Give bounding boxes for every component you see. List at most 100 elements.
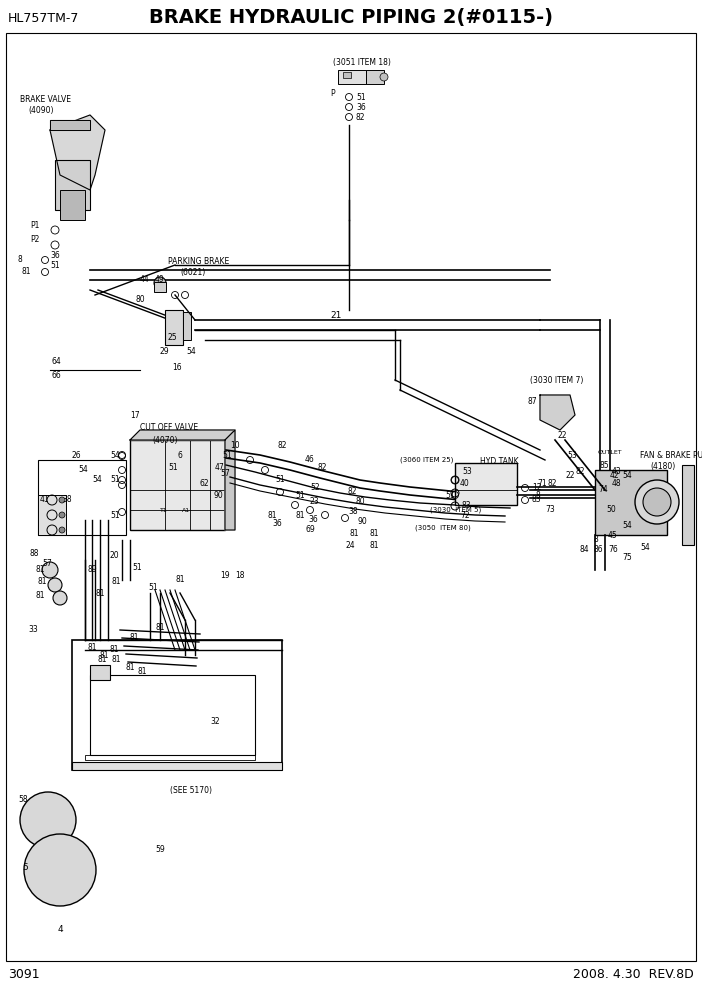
Text: 87: 87 [528, 398, 538, 407]
Text: (3050  ITEM 80): (3050 ITEM 80) [415, 525, 471, 532]
Circle shape [59, 527, 65, 533]
Text: 81: 81 [36, 565, 46, 574]
Text: 44: 44 [140, 276, 150, 285]
Text: 51: 51 [110, 475, 119, 484]
Circle shape [42, 562, 58, 578]
Text: P: P [330, 88, 335, 97]
Bar [366, 70, 384, 84]
Text: 83: 83 [462, 501, 472, 510]
Text: 57: 57 [42, 558, 52, 567]
Bar [38, 460, 126, 535]
Circle shape [48, 578, 62, 592]
Text: 12: 12 [532, 483, 541, 492]
Text: HYD TANK: HYD TANK [480, 457, 519, 466]
Text: 51: 51 [222, 450, 232, 459]
Text: 51: 51 [275, 475, 284, 484]
Text: 36: 36 [50, 251, 60, 260]
Text: 36: 36 [272, 519, 282, 528]
Text: 82: 82 [356, 112, 366, 121]
Text: 21: 21 [330, 310, 341, 319]
Bar [55, 160, 90, 210]
Bar [165, 310, 183, 345]
Text: BRAKE HYDRAULIC PIPING 2(#0115-): BRAKE HYDRAULIC PIPING 2(#0115-) [149, 9, 553, 28]
Text: 23: 23 [310, 498, 319, 507]
Text: 54: 54 [78, 465, 88, 474]
Text: 51: 51 [50, 261, 60, 270]
Text: 83: 83 [532, 495, 542, 505]
Bar [595, 470, 667, 535]
Text: 2008. 4.30  REV.8D: 2008. 4.30 REV.8D [574, 968, 694, 981]
Text: 53: 53 [567, 451, 577, 460]
Text: 82: 82 [348, 487, 357, 497]
Text: 81: 81 [175, 575, 185, 584]
Text: 72: 72 [460, 512, 470, 521]
Text: 81: 81 [110, 646, 119, 655]
Text: 6: 6 [178, 450, 183, 459]
Polygon shape [130, 430, 235, 440]
Text: 80: 80 [355, 498, 364, 507]
Text: 46: 46 [305, 455, 314, 464]
Text: 81: 81 [96, 588, 105, 597]
Text: 74: 74 [598, 485, 608, 494]
Text: 54: 54 [622, 521, 632, 530]
Text: 89: 89 [88, 565, 98, 574]
Text: PARKING BRAKE: PARKING BRAKE [168, 258, 230, 267]
Polygon shape [225, 430, 235, 530]
Text: 32: 32 [210, 717, 220, 726]
Bar [72, 640, 282, 770]
Circle shape [380, 73, 388, 81]
Text: 81: 81 [370, 529, 380, 538]
Text: 20: 20 [110, 551, 119, 559]
Text: 49: 49 [155, 276, 165, 285]
Circle shape [643, 488, 671, 516]
Text: 36: 36 [356, 102, 366, 111]
Text: 82: 82 [278, 440, 288, 449]
Text: 47: 47 [215, 463, 225, 472]
Text: 75: 75 [622, 554, 632, 562]
Text: 51: 51 [132, 563, 142, 572]
Text: 40: 40 [460, 479, 470, 488]
Text: 90: 90 [358, 518, 368, 527]
Circle shape [635, 480, 679, 524]
Polygon shape [50, 120, 90, 130]
Text: 25: 25 [168, 333, 178, 342]
Text: 5: 5 [22, 863, 28, 873]
Text: (4090): (4090) [28, 105, 53, 114]
Text: 24: 24 [345, 541, 355, 550]
Text: 41: 41 [40, 495, 50, 505]
Bar [154, 282, 166, 292]
Text: 81: 81 [130, 634, 140, 643]
Text: 54: 54 [110, 450, 120, 459]
Text: 50: 50 [606, 506, 616, 515]
Text: 42: 42 [610, 470, 620, 479]
Text: BRAKE VALVE: BRAKE VALVE [20, 95, 71, 104]
Text: 81: 81 [350, 529, 359, 538]
Text: HL757TM-7: HL757TM-7 [8, 12, 79, 25]
Text: 8: 8 [594, 536, 599, 545]
Text: 3091: 3091 [8, 968, 39, 981]
Text: 90: 90 [213, 490, 223, 500]
Text: 51: 51 [110, 511, 119, 520]
Text: 51: 51 [295, 490, 305, 500]
Text: 51: 51 [356, 92, 366, 101]
Text: 81: 81 [370, 541, 380, 550]
Text: (4180): (4180) [650, 462, 675, 471]
Text: (3030 ITEM 7): (3030 ITEM 7) [530, 376, 583, 385]
Text: 51: 51 [148, 582, 158, 591]
Text: 22: 22 [558, 431, 567, 439]
Text: (3051 ITEM 18): (3051 ITEM 18) [333, 58, 391, 66]
Text: 54: 54 [640, 544, 650, 553]
Text: 81: 81 [112, 656, 121, 665]
Text: 86: 86 [594, 546, 604, 555]
Text: P1: P1 [30, 220, 39, 229]
Text: 54: 54 [186, 347, 196, 356]
Text: 81: 81 [296, 511, 305, 520]
Text: 36: 36 [308, 516, 318, 525]
Bar [338, 70, 366, 84]
Text: 81: 81 [88, 644, 98, 653]
Text: (SEE 5170): (SEE 5170) [170, 786, 212, 795]
Text: 43: 43 [612, 467, 622, 476]
Text: 81: 81 [112, 577, 121, 586]
Text: (4070): (4070) [152, 435, 178, 444]
Text: 51: 51 [168, 462, 178, 471]
